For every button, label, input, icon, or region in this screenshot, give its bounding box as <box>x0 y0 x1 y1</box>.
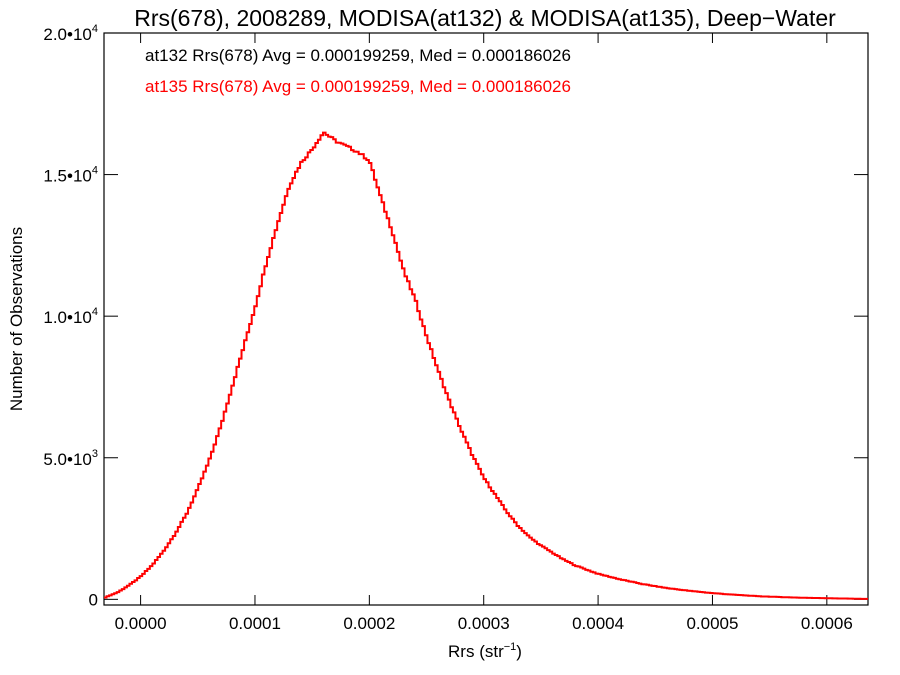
plot-frame <box>103 32 869 606</box>
x-tick-label: 0.0004 <box>572 614 624 633</box>
x-axis-label: Rrs (str−1) <box>448 641 522 661</box>
series-line-at135 <box>104 131 868 600</box>
x-tick-label: 0.0003 <box>458 614 510 633</box>
chart-title: Rrs(678), 2008289, MODISA(at132) & MODIS… <box>134 5 836 31</box>
x-tick-label: 0.0002 <box>343 614 395 633</box>
y-tick-label: 2.0•104 <box>43 23 98 44</box>
x-tick-label: 0.0006 <box>801 614 853 633</box>
series-layer <box>104 131 868 600</box>
y-axis: 0 5.0•103 1.0•104 1.5•104 2.0•104 <box>43 23 868 609</box>
y-tick-label: 1.0•104 <box>43 306 98 327</box>
x-tick-label: 0.0001 <box>229 614 281 633</box>
y-axis-label: Number of Observations <box>7 227 26 411</box>
y-tick-label: 5.0•103 <box>43 448 98 469</box>
x-tick-label: 0.0000 <box>115 614 167 633</box>
x-tick-label: 0.0005 <box>686 614 738 633</box>
annotation-at135: at135 Rrs(678) Avg = 0.000199259, Med = … <box>145 77 571 96</box>
y-tick-label: 0 <box>89 590 98 609</box>
x-axis: 0.0000 0.0001 0.0002 0.0003 0.0004 0.0005 0.00… <box>115 33 853 633</box>
annotation-at132: at132 Rrs(678) Avg = 0.000199259, Med = … <box>145 46 571 65</box>
y-tick-label: 1.5•104 <box>43 165 98 186</box>
